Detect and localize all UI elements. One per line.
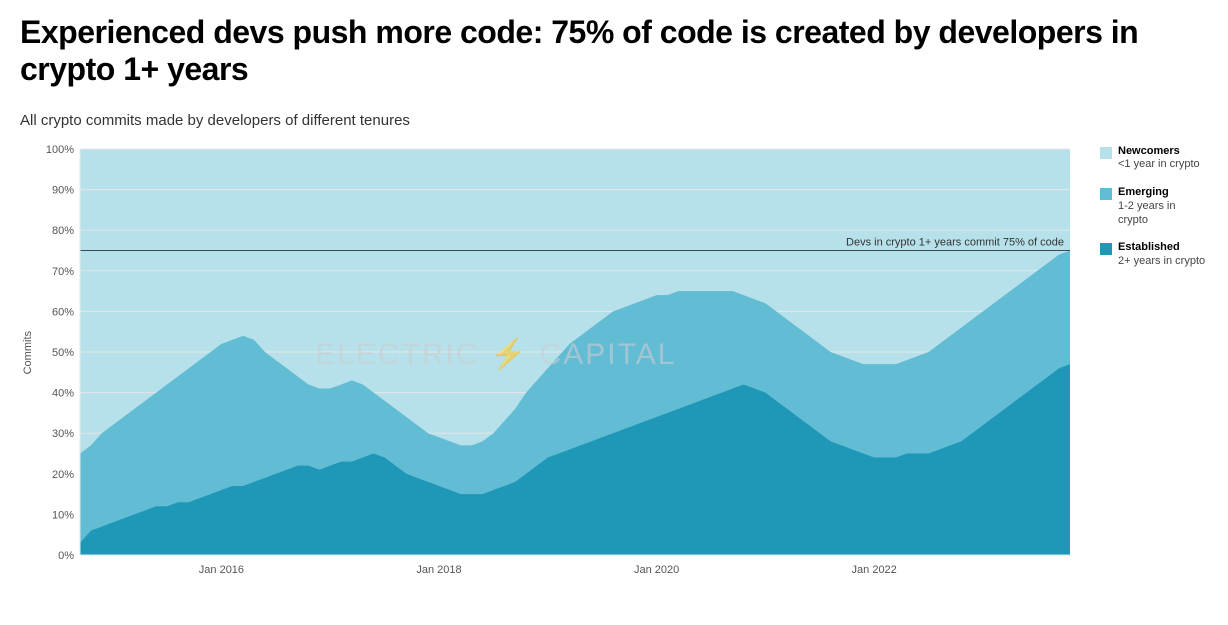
- stacked-area-chart: 0% 10% 20% 30% 40% 50% 60% 70% 80% 90% 100% ELECTRI…: [36, 143, 1076, 583]
- ytick-label: 10%: [52, 509, 74, 521]
- legend: Newcomers<1 year in crypto Emerging1-2 ye…: [1088, 143, 1208, 283]
- reference-line-label: Devs in crypto 1+ years commit 75% of co…: [846, 236, 1064, 248]
- ytick-label: 80%: [52, 225, 74, 237]
- legend-swatch: [1100, 147, 1112, 159]
- ytick-label: 60%: [52, 306, 74, 318]
- legend-swatch: [1100, 243, 1112, 255]
- legend-text: Established2+ years in crypto: [1118, 241, 1205, 269]
- chart-row: Commits 0% 10% 20% 30% 40% 50% 60% 70% 80% 90% 100…: [20, 143, 1208, 583]
- legend-name: Newcomers: [1118, 145, 1200, 159]
- subtitle: All crypto commits made by developers of…: [20, 112, 1208, 129]
- ytick-label: 20%: [52, 468, 74, 480]
- legend-item: Established2+ years in crypto: [1100, 241, 1208, 269]
- xtick-label: Jan 2020: [634, 564, 679, 576]
- xtick-label: Jan 2016: [199, 564, 244, 576]
- ytick-label: 70%: [52, 265, 74, 277]
- yaxis-label: Commits: [20, 331, 36, 374]
- ytick-label: 40%: [52, 387, 74, 399]
- xtick-label: Jan 2022: [852, 564, 897, 576]
- legend-desc: <1 year in crypto: [1118, 158, 1200, 172]
- ytick-label: 100%: [46, 144, 74, 156]
- ytick-label: 0%: [58, 550, 74, 562]
- legend-item: Emerging1-2 years in crypto: [1100, 186, 1208, 227]
- ytick-label: 50%: [52, 347, 74, 359]
- page-title: Experienced devs push more code: 75% of …: [20, 14, 1208, 88]
- chart-area: 0% 10% 20% 30% 40% 50% 60% 70% 80% 90% 100% ELECTRI…: [36, 143, 1088, 583]
- legend-item: Newcomers<1 year in crypto: [1100, 145, 1208, 173]
- ytick-label: 30%: [52, 428, 74, 440]
- legend-desc: 1-2 years in crypto: [1118, 200, 1208, 228]
- legend-text: Emerging1-2 years in crypto: [1118, 186, 1208, 227]
- legend-name: Established: [1118, 241, 1205, 255]
- legend-swatch: [1100, 188, 1112, 200]
- legend-text: Newcomers<1 year in crypto: [1118, 145, 1200, 173]
- xtick-label: Jan 2018: [416, 564, 461, 576]
- legend-name: Emerging: [1118, 186, 1208, 200]
- watermark: ELECTRIC ⚡ CAPITAL: [315, 336, 676, 372]
- ytick-label: 90%: [52, 184, 74, 196]
- legend-desc: 2+ years in crypto: [1118, 255, 1205, 269]
